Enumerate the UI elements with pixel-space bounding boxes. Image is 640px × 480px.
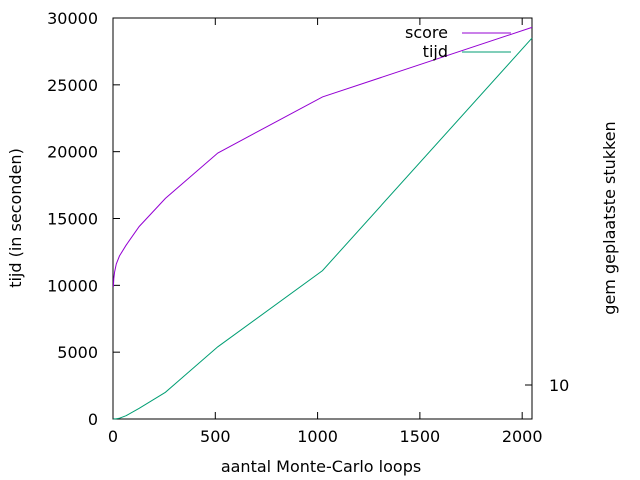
y2-tick-label: 10 [549, 376, 569, 395]
plot-border [112, 17, 533, 420]
x-tick-label: 1000 [297, 427, 338, 446]
y-tick-label: 15000 [47, 210, 98, 229]
y2-axis-label: gem geplaatste stukken [600, 121, 619, 314]
series-line-tijd [113, 37, 533, 420]
x-tick-label: 1500 [400, 427, 441, 446]
y-tick-label: 10000 [47, 276, 98, 295]
series-line-score [112, 26, 533, 287]
y-tick-label: 30000 [47, 9, 98, 28]
y-tick-label: 20000 [47, 143, 98, 162]
x-tick-label: 2000 [502, 427, 543, 446]
plot-frame-layer [112, 17, 533, 420]
legend-label-tijd: tijd [423, 42, 448, 61]
y-tick-label: 5000 [57, 343, 98, 362]
y-tick-label: 0 [88, 410, 98, 429]
legend-label-score: score [405, 23, 448, 42]
x-axis-label: aantal Monte-Carlo loops [221, 457, 421, 476]
tick-layer: 0 500 1000 1500 2000050001000015000200002500… [47, 9, 569, 446]
x-tick-label: 0 [108, 427, 118, 446]
y-axis-label: tijd (in seconden) [6, 148, 25, 288]
x-tick-label: 500 [200, 427, 231, 446]
series-layer [112, 26, 533, 420]
y-tick-label: 25000 [47, 76, 98, 95]
